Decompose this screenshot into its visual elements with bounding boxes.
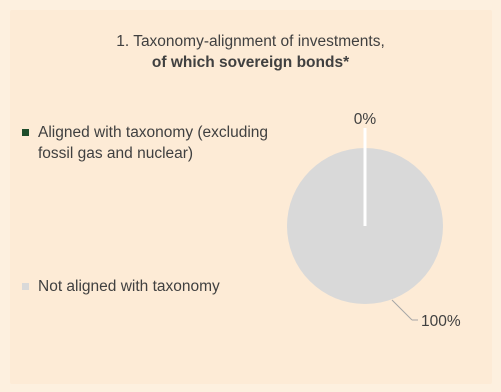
legend-label-aligned: Aligned with taxonomy (excluding fossil … [38, 124, 269, 162]
legend-item-aligned: Aligned with taxonomy (excluding fossil … [22, 122, 278, 164]
chart-subtitle: of which sovereign bonds* [151, 54, 350, 71]
pie-slices [287, 128, 443, 304]
data-label-not-aligned: 100% [421, 313, 461, 330]
legend-swatch-aligned [22, 129, 29, 136]
leader-line-100 [391, 299, 413, 321]
chart-title: 1. Taxonomy-alignment of investments, [116, 33, 385, 50]
legend-swatch-not-aligned [22, 283, 29, 290]
legend-item-not-aligned: Not aligned with taxonomy [22, 276, 278, 297]
legend-label-not-aligned: Not aligned with taxonomy [38, 278, 220, 295]
data-label-aligned: 0% [354, 111, 377, 128]
